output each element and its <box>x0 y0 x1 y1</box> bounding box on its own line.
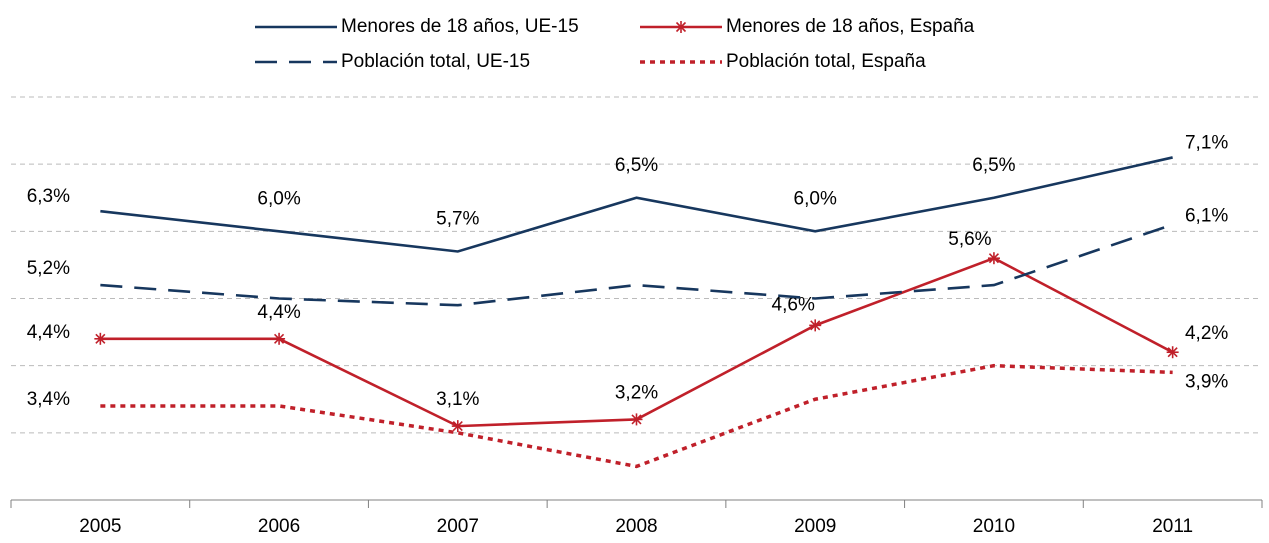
legend-label: Menores de 18 años, España <box>726 16 975 37</box>
marker <box>94 332 107 345</box>
marker-stroke <box>452 421 463 432</box>
marker-stroke <box>988 253 999 264</box>
series-line <box>100 363 1173 469</box>
series-line <box>100 223 1174 307</box>
data-label: 5,6% <box>948 229 991 250</box>
data-label: 4,4% <box>257 302 300 323</box>
x-tick-label: 2007 <box>437 516 479 537</box>
marker-stroke <box>810 320 821 331</box>
marker <box>273 332 286 345</box>
x-tick-label: 2006 <box>258 516 300 537</box>
x-tick-label: 2011 <box>1152 516 1193 537</box>
legend-marker <box>675 21 687 33</box>
marker <box>451 420 464 433</box>
legend-label: Población total, UE-15 <box>341 51 530 72</box>
marker-stroke <box>274 333 285 344</box>
data-label: 6,3% <box>27 186 70 207</box>
data-label: 6,0% <box>794 188 837 209</box>
data-label: 6,5% <box>972 155 1015 176</box>
marker-stroke <box>631 414 642 425</box>
marker-stroke <box>675 21 687 33</box>
data-label: 4,6% <box>772 294 815 315</box>
data-label: 3,9% <box>1185 371 1228 392</box>
marker <box>1166 346 1179 359</box>
x-tick-label: 2005 <box>79 516 121 537</box>
data-label: 3,2% <box>615 382 658 403</box>
marker <box>987 252 1000 265</box>
data-label: 3,1% <box>436 389 479 410</box>
data-label: 3,4% <box>27 389 70 410</box>
data-label: 7,1% <box>1185 132 1228 153</box>
marker <box>630 413 643 426</box>
data-label: 5,2% <box>27 258 70 279</box>
data-label: 4,4% <box>27 322 70 343</box>
x-tick-label: 2008 <box>615 516 657 537</box>
legend-label: Menores de 18 años, UE-15 <box>341 16 579 37</box>
series-line <box>100 156 1173 253</box>
data-label: 6,0% <box>257 188 300 209</box>
legend-label: Población total, España <box>726 51 926 72</box>
marker <box>809 319 822 332</box>
data-label: 4,2% <box>1185 323 1228 344</box>
data-label: 6,1% <box>1185 206 1228 227</box>
marker-stroke <box>1167 347 1178 358</box>
marker-stroke <box>95 333 106 344</box>
data-label: 5,7% <box>436 208 479 229</box>
data-label: 6,5% <box>615 155 658 176</box>
x-tick-label: 2009 <box>794 516 836 537</box>
x-tick-label: 2010 <box>973 516 1015 537</box>
